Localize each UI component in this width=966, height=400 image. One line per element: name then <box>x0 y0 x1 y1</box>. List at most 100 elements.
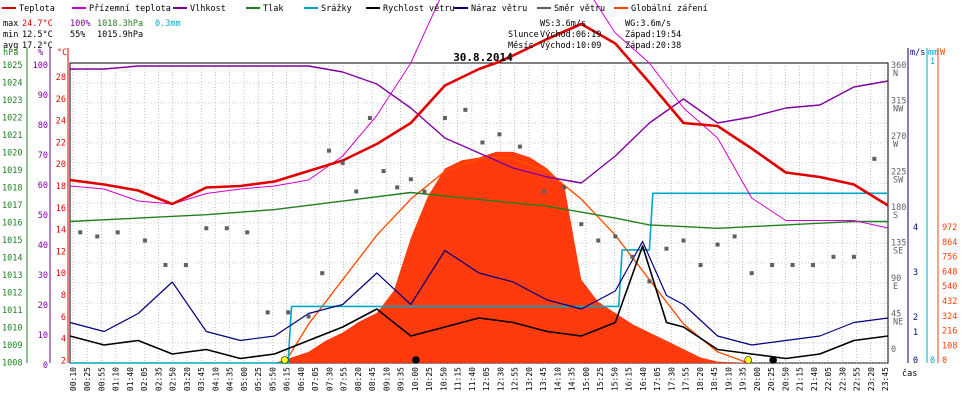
series-temperature <box>69 22 889 207</box>
tick-time: 20:00 <box>753 367 762 391</box>
tick-temperature: 18 <box>56 182 66 192</box>
series-ground-temp <box>69 0 889 229</box>
tick-pressure: 1012 <box>2 289 22 299</box>
tick-pressure: 1011 <box>2 306 22 316</box>
tick-temperature: 22 <box>56 138 66 148</box>
tick-time: 18:45 <box>710 367 719 391</box>
tick-radiation: 432 <box>942 297 957 307</box>
wind-direction-point <box>340 160 345 165</box>
wind-direction-point <box>630 254 635 259</box>
tick-pressure: 1019 <box>2 166 22 176</box>
tick-time: 13:20 <box>525 367 534 391</box>
tick-time: 01:10 <box>112 367 121 391</box>
wind-direction-point <box>354 189 359 194</box>
tick-humidity: 0 <box>43 361 48 371</box>
tick-pressure: 1010 <box>2 324 22 334</box>
tick-radiation: 216 <box>942 327 957 337</box>
tick-wind-speed: 3 <box>913 268 918 278</box>
tick-humidity: 80 <box>38 121 48 131</box>
tick-time: 14:10 <box>553 367 562 391</box>
tick-time: 01:40 <box>126 367 135 391</box>
wind-direction-point <box>831 254 836 259</box>
tick-time: 00:55 <box>97 367 106 391</box>
tick-wind-direction-label: NW <box>893 105 904 115</box>
stat-ws: WS:3.6m/s <box>540 19 586 29</box>
legend-item: Rychlost větru <box>366 4 455 14</box>
moonset-marker <box>769 356 777 364</box>
tick-temperature: 16 <box>56 204 66 214</box>
tick-time: 12:30 <box>496 367 505 391</box>
tick-time: 07:55 <box>340 367 349 391</box>
legend-label: Teplota <box>19 4 55 14</box>
moon-set: Západ:20:38 <box>625 41 681 51</box>
tick-wind-direction: 315 <box>891 97 906 107</box>
moonrise-marker <box>412 356 420 364</box>
tick-radiation: 324 <box>942 312 957 322</box>
wind-direction-point <box>327 148 332 153</box>
tick-time: 11:40 <box>468 367 477 391</box>
wind-direction-point <box>541 189 546 194</box>
tick-pressure: 1013 <box>2 271 22 281</box>
tick-time: 09:10 <box>382 367 391 391</box>
axis-unit-w: W <box>940 48 946 58</box>
tick-time: 03:20 <box>183 367 192 391</box>
tick-time: 22:05 <box>824 367 833 391</box>
tick-time: 17:55 <box>682 367 691 391</box>
wind-direction-point <box>681 238 686 243</box>
wind-direction-point <box>579 222 584 227</box>
wind-direction-point <box>142 238 147 243</box>
tick-time: 10:25 <box>425 367 434 391</box>
series-humidity <box>70 65 889 184</box>
tick-time: 13:45 <box>539 367 548 391</box>
x-axis-label: čas <box>902 368 917 379</box>
wind-direction-point <box>320 271 325 276</box>
tick-pressure: 1025 <box>2 61 22 71</box>
legend-item: Vlhkost <box>173 4 226 14</box>
legend-item: Náraz větru <box>454 4 527 14</box>
tick-radiation: 0 <box>942 356 947 366</box>
tick-time: 02:05 <box>140 367 149 391</box>
wind-direction-point <box>395 185 400 190</box>
tick-temperature: 20 <box>56 160 66 170</box>
tick-time: 17:05 <box>653 367 662 391</box>
tick-pressure: 1021 <box>2 131 22 141</box>
wind-direction-point <box>115 230 120 235</box>
wind-direction-point <box>480 140 485 145</box>
tick-time: 10:50 <box>439 367 448 391</box>
wind-direction-point <box>517 144 522 149</box>
wind-direction-point <box>204 226 209 231</box>
wind-direction-point <box>422 189 427 194</box>
tick-wind-direction-label: SW <box>893 176 904 186</box>
tick-time: 05:00 <box>240 367 249 391</box>
stat-avg-temp: 17.2°C <box>22 41 53 51</box>
tick-time: 09:35 <box>397 367 406 391</box>
tick-rain: 1 <box>930 57 935 67</box>
tick-time: 15:25 <box>596 367 605 391</box>
tick-radiation: 756 <box>942 253 957 263</box>
wind-direction-point <box>78 230 83 235</box>
stat-min-press: 1015.9hPa <box>97 30 143 40</box>
stat-wg: WG:3.6m/s <box>625 19 671 29</box>
tick-wind-direction: 45 <box>891 310 901 320</box>
wind-direction-point <box>183 263 188 267</box>
tick-radiation: 108 <box>942 341 957 351</box>
tick-rain: 0 <box>930 356 935 366</box>
stat-min-hum: 55% <box>70 30 85 40</box>
wind-direction-point <box>224 226 229 231</box>
legend-label: Tlak <box>263 4 283 14</box>
tick-wind-direction-label: S <box>893 211 898 221</box>
series-rain <box>70 192 888 364</box>
wind-direction-point <box>698 263 703 267</box>
wind-direction-point <box>381 169 386 174</box>
tick-wind-direction-label: N <box>893 69 898 79</box>
tick-time: 06:15 <box>283 367 292 391</box>
tick-time: 02:35 <box>154 367 163 391</box>
tick-humidity: 100 <box>33 61 48 71</box>
tick-time: 00:10 <box>69 367 78 391</box>
stat-max-label: max <box>3 19 18 29</box>
tick-time: 16:40 <box>639 367 648 391</box>
tick-time: 23:20 <box>867 367 876 391</box>
sunrise-marker <box>280 356 289 364</box>
tick-wind-direction: 180 <box>891 203 906 213</box>
